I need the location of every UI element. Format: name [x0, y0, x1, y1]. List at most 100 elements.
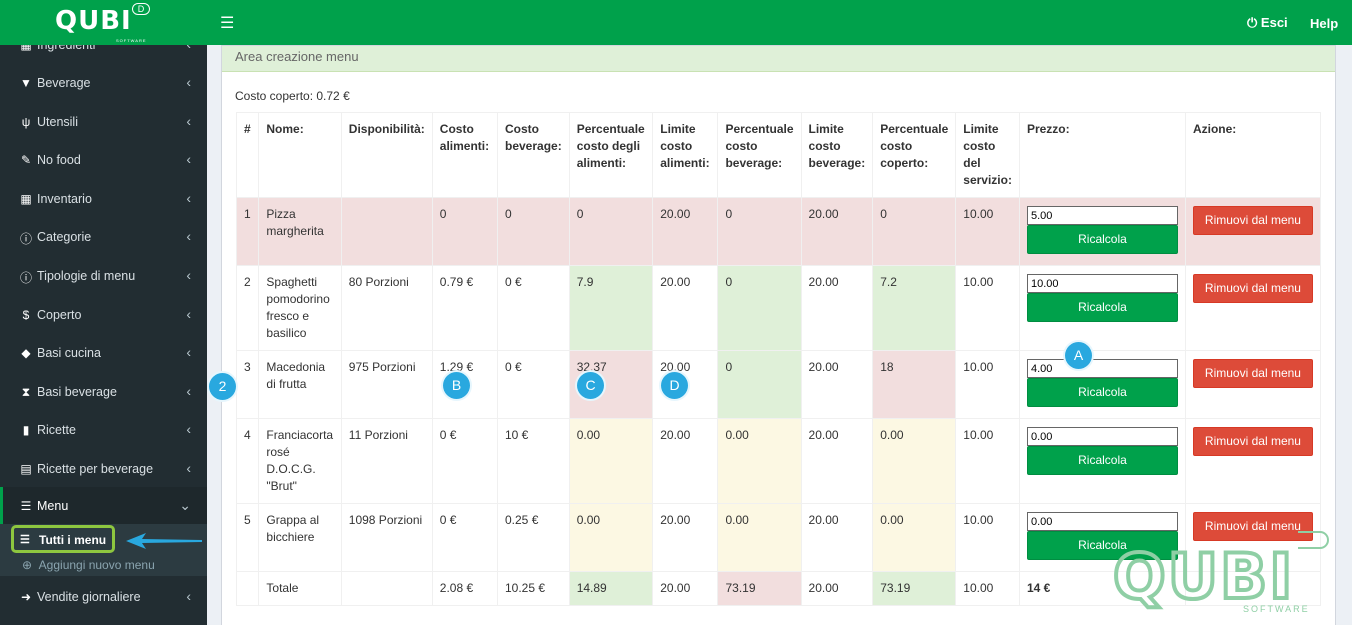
- sidebar-item-label: Inventario: [37, 192, 92, 206]
- submenu-item-aggiungi-nuovo-menu[interactable]: ⊕ Aggiungi nuovo menu: [22, 558, 155, 572]
- sidebar-item-label: Ricette: [37, 423, 76, 437]
- row-limite-beverage: 20.00: [800, 265, 874, 351]
- row-nome: Macedonia di frutta: [258, 350, 342, 419]
- row-azione-cell: Rimuovi dal menu: [1184, 197, 1322, 266]
- sidebar-item-label: Basi beverage: [37, 385, 117, 399]
- sidebar-item-basi-beverage[interactable]: ⧗ Basi beverage ‹: [0, 373, 207, 411]
- sidebar-item-vendite-giornaliere[interactable]: ➜ Vendite giornaliere ‹: [0, 578, 207, 616]
- hourglass-icon: ⧗: [21, 385, 31, 399]
- sidebar-item-utensili[interactable]: ψ Utensili ‹: [0, 103, 207, 141]
- row-limite-beverage: 20.00: [800, 350, 874, 419]
- help-link[interactable]: Help: [1310, 16, 1339, 31]
- price-input[interactable]: [1026, 359, 1178, 378]
- totale-perc-coperto: 73.19: [872, 571, 957, 606]
- rimuovi-button[interactable]: Rimuovi dal menu: [1192, 512, 1313, 541]
- row-perc-coperto: 7.2: [872, 265, 957, 351]
- column-header: Limite costo alimenti:: [652, 112, 719, 198]
- sidebar-item-categorie[interactable]: ⓘ Categorie ‹: [0, 218, 207, 256]
- row-limite-servizio: 10.00: [955, 265, 1020, 351]
- totale-perc-beverage: 73.19: [717, 571, 802, 606]
- table-row: 1 Pizza margherita 0 0 0 20.00 0 20.00 0…: [235, 197, 1322, 266]
- row-number: 3: [235, 350, 260, 419]
- sidebar-item-no-food[interactable]: ✎ No food ‹: [0, 141, 207, 179]
- row-prezzo-cell: Ricalcola: [1018, 418, 1186, 504]
- row-perc-beverage: 0.00: [717, 418, 802, 504]
- price-input[interactable]: [1026, 274, 1178, 293]
- plus-circle-icon: ⊕: [22, 558, 33, 572]
- totale-costo-alimenti: 2.08 €: [431, 571, 499, 606]
- sidebar: ▦ Ingredienti ‹ ▼ Beverage ‹ ψ Utensili …: [0, 0, 207, 625]
- row-perc-beverage: 0: [717, 197, 802, 266]
- watermark-text: QUBI: [1113, 540, 1294, 613]
- chevron-left-icon: ‹: [186, 228, 191, 244]
- sidebar-item-label: Ricette per beverage: [37, 462, 154, 476]
- row-number: 2: [235, 265, 260, 351]
- ricalcola-button[interactable]: Ricalcola: [1026, 293, 1178, 322]
- box-header: Area creazione menu: [222, 46, 1335, 72]
- sidebar-item-coperto[interactable]: $ Coperto ‹: [0, 296, 207, 334]
- totale-prezzo: 14 €: [1018, 571, 1186, 606]
- sidebar-item-tipologie-di-menu[interactable]: ⓘ Tipologie di menu ‹: [0, 257, 207, 295]
- totale-label: Totale: [258, 571, 342, 606]
- sidebar-item-label: Vendite giornaliere: [37, 590, 141, 604]
- sidebar-item-beverage[interactable]: ▼ Beverage ‹: [0, 64, 207, 102]
- watermark-sub: SOFTWARE: [1243, 604, 1310, 614]
- ricalcola-button[interactable]: Ricalcola: [1026, 531, 1178, 560]
- ricalcola-button[interactable]: Ricalcola: [1026, 378, 1178, 407]
- row-limite-beverage: 20.00: [800, 503, 874, 572]
- list-icon: ☰: [20, 499, 32, 513]
- row-perc-coperto: 18: [872, 350, 957, 419]
- sidebar-item-menu[interactable]: ☰ Menu ⌄: [0, 487, 207, 525]
- row-nome: Grappa al bicchiere: [258, 503, 342, 572]
- annotation-marker-d: D: [661, 372, 688, 399]
- annotation-marker-b: B: [443, 372, 470, 399]
- row-disponibilita: 80 Porzioni: [340, 265, 433, 351]
- row-disponibilita: [340, 197, 433, 266]
- chevron-left-icon: ‹: [186, 151, 191, 167]
- row-perc-alimenti: 0.00: [568, 503, 654, 572]
- hamburger-menu-icon[interactable]: ☰: [220, 15, 235, 32]
- rimuovi-button[interactable]: Rimuovi dal menu: [1192, 427, 1313, 456]
- row-number: 5: [235, 503, 260, 572]
- table-header-row: # Nome: Disponibilità: Costo alimenti: C…: [235, 112, 1322, 198]
- chevron-left-icon: ‹: [186, 460, 191, 476]
- submenu-item-tutti-i-menu[interactable]: ☰ Tutti i menu: [11, 525, 115, 553]
- chevron-down-icon: ⌄: [179, 497, 191, 513]
- logo-text: QUBI: [55, 6, 132, 36]
- column-header: Percentuale costo coperto:: [872, 112, 957, 198]
- power-icon: ⏻: [1247, 15, 1258, 30]
- table-icon: ▦: [20, 38, 32, 52]
- rimuovi-button[interactable]: Rimuovi dal menu: [1192, 206, 1313, 235]
- price-input[interactable]: [1026, 512, 1178, 531]
- sidebar-item-ricette-per-beverage[interactable]: ▤ Ricette per beverage ‹: [0, 450, 207, 488]
- logout-button[interactable]: ⏻ Esci: [1247, 15, 1288, 31]
- ricalcola-button[interactable]: Ricalcola: [1026, 446, 1178, 475]
- totale-limite-servizio: 10.00: [955, 571, 1020, 606]
- row-perc-beverage: 0.00: [717, 503, 802, 572]
- logo[interactable]: QUBI D SOFTWARE: [0, 0, 207, 45]
- row-perc-alimenti: 0: [568, 197, 654, 266]
- chevron-left-icon: ‹: [186, 74, 191, 90]
- totale-empty-cell: [1184, 571, 1322, 606]
- price-input[interactable]: [1026, 427, 1178, 446]
- sidebar-item-basi-cucina[interactable]: ◆ Basi cucina ‹: [0, 334, 207, 372]
- row-costo-alimenti: 0.79 €: [431, 265, 499, 351]
- chevron-left-icon: ‹: [186, 267, 191, 283]
- row-limite-alimenti: 20.00: [652, 197, 719, 266]
- row-limite-beverage: 20.00: [800, 418, 874, 504]
- row-disponibilita: 11 Porzioni: [340, 418, 433, 504]
- price-input[interactable]: [1026, 206, 1178, 225]
- rimuovi-button[interactable]: Rimuovi dal menu: [1192, 274, 1313, 303]
- table-row: 2 Spaghetti pomodorino fresco e basilico…: [235, 265, 1322, 351]
- row-azione-cell: Rimuovi dal menu: [1184, 350, 1322, 419]
- row-perc-beverage: 0: [717, 265, 802, 351]
- chevron-left-icon: ‹: [186, 344, 191, 360]
- submenu-item-label: Tutti i menu: [39, 533, 107, 547]
- row-limite-servizio: 10.00: [955, 197, 1020, 266]
- rimuovi-button[interactable]: Rimuovi dal menu: [1192, 359, 1313, 388]
- ricalcola-button[interactable]: Ricalcola: [1026, 225, 1178, 254]
- chevron-left-icon: ‹: [186, 306, 191, 322]
- sidebar-item-ricette[interactable]: ▮ Ricette ‹: [0, 411, 207, 449]
- row-prezzo-cell: Ricalcola: [1018, 350, 1186, 419]
- sidebar-item-inventario[interactable]: ▦ Inventario ‹: [0, 180, 207, 218]
